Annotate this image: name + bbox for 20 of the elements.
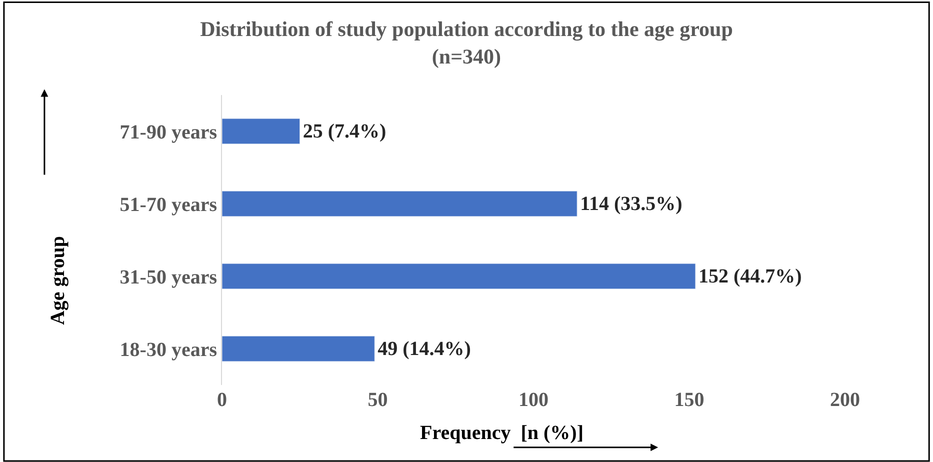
x-tick-label: 0 (217, 389, 227, 411)
bar (222, 336, 375, 362)
y-tick-label: 51-70 years (120, 194, 218, 216)
x-tick-label: 100 (518, 389, 548, 411)
y-tick-label: 31-50 years (120, 266, 218, 288)
data-label: 25 (7.4%) (302, 120, 386, 142)
y-tick-label: 18-30 years (120, 338, 218, 361)
bar (222, 190, 578, 217)
data-label: 152 (44.7%) (698, 265, 802, 288)
data-label: 114 (33.5%) (580, 192, 682, 215)
bar (222, 263, 696, 290)
x-axis-title: Frequency [n (%)] (420, 422, 584, 444)
y-axis-title: Age group (46, 236, 69, 326)
bar (222, 118, 300, 144)
x-tick-label: 150 (674, 389, 704, 411)
y-tick-label: 71-90 years (120, 121, 218, 144)
x-tick-label: 50 (368, 389, 388, 411)
x-tick-label: 200 (830, 389, 860, 411)
chart-title: Distribution of study population according to the age group (n=340) (200, 17, 733, 68)
data-label: 49 (14.4%) (378, 338, 471, 360)
